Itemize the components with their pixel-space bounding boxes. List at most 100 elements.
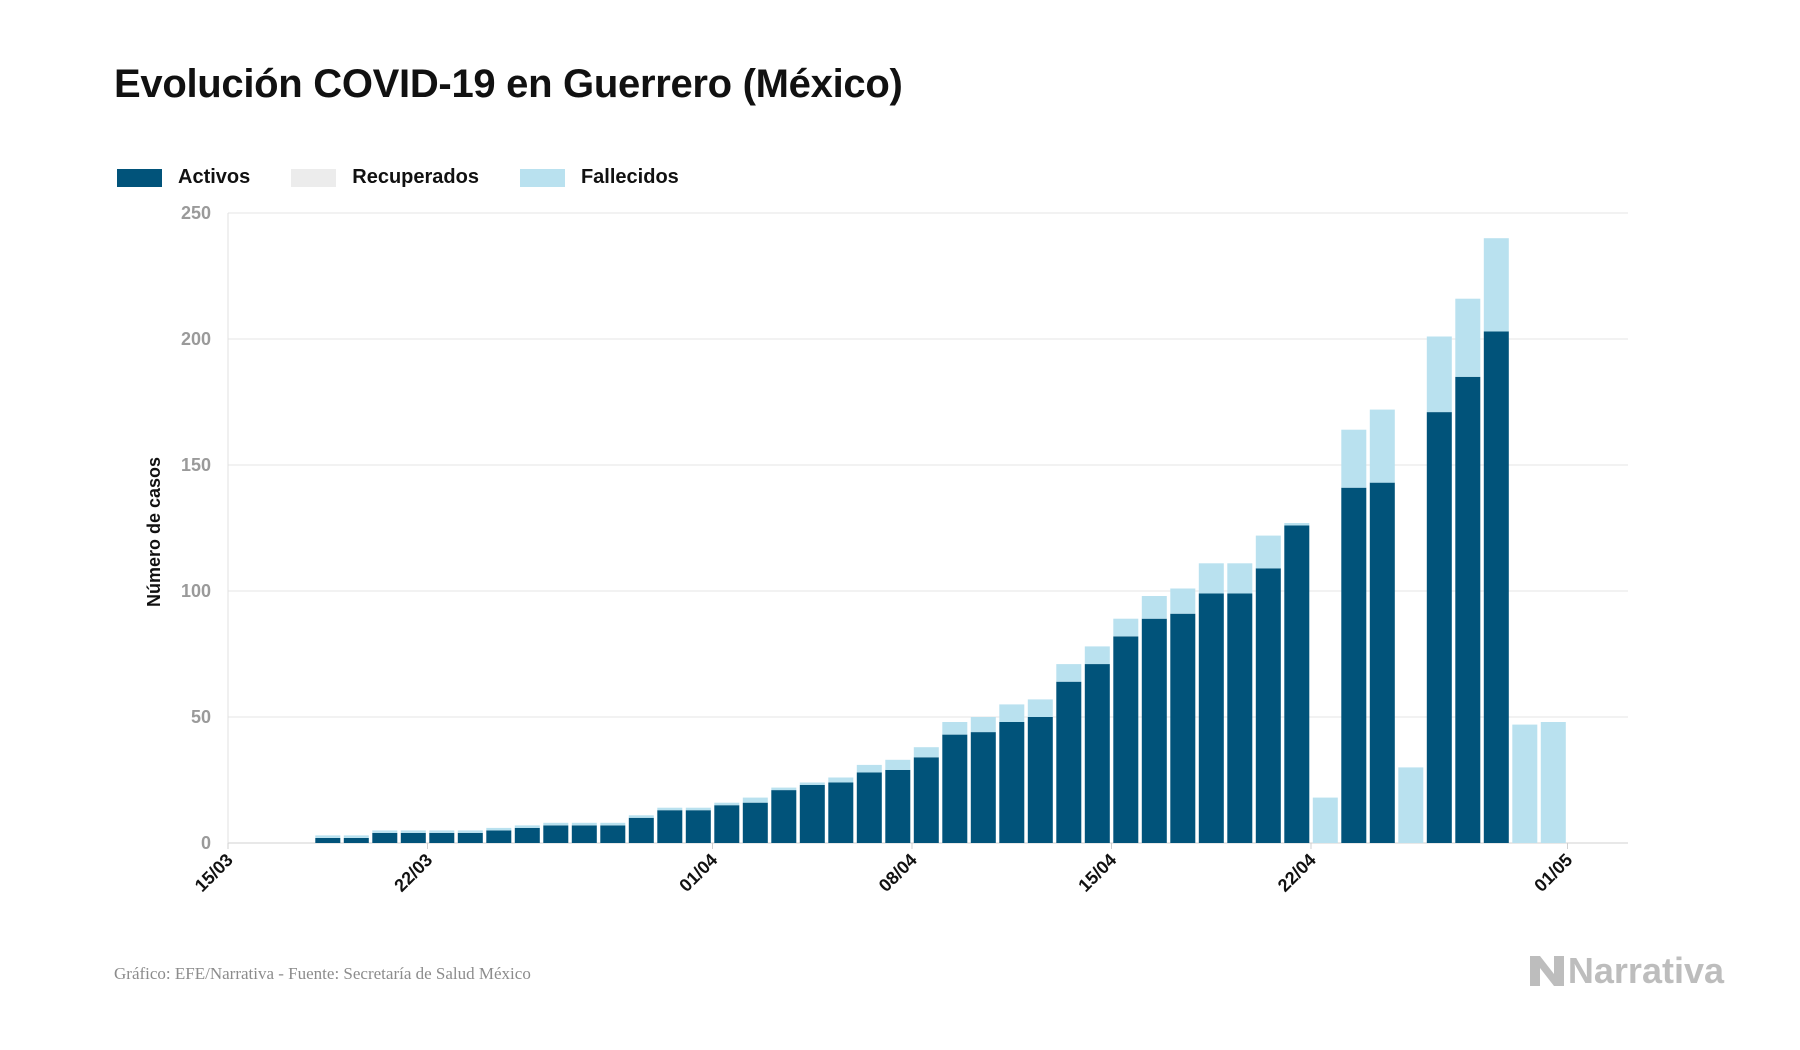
x-tick-label: 15/03	[191, 850, 237, 896]
bar-fallecidos	[1398, 767, 1424, 843]
bar-fallecidos	[1284, 523, 1310, 526]
bar-activos	[1056, 681, 1082, 843]
bar-activos	[828, 782, 854, 843]
bar-fallecidos	[885, 759, 911, 770]
bar-activos	[1170, 613, 1196, 843]
bar-activos	[1084, 664, 1110, 843]
bar-fallecidos	[1512, 724, 1538, 843]
bar-activos	[942, 734, 968, 843]
y-tick-label: 150	[181, 455, 211, 475]
bar-fallecidos	[1198, 563, 1224, 594]
legend-item-activos: Activos	[117, 166, 250, 189]
bar-fallecidos	[856, 764, 882, 773]
x-tick-label: 22/04	[1274, 850, 1320, 896]
x-tick-label: 01/05	[1530, 850, 1576, 896]
bar-fallecidos	[828, 777, 854, 783]
bar-activos	[799, 785, 825, 843]
x-tick-label: 15/04	[1074, 850, 1120, 896]
bar-fallecidos	[771, 787, 797, 791]
bar-fallecidos	[714, 802, 740, 806]
bar-fallecidos	[1341, 429, 1367, 488]
bar-fallecidos	[514, 825, 540, 828]
x-tick-label: 01/04	[675, 850, 721, 896]
bar-activos	[885, 769, 911, 843]
bar-activos	[457, 832, 483, 843]
bar-activos	[1227, 593, 1253, 843]
bar-activos	[970, 732, 996, 843]
bar-activos	[372, 832, 398, 843]
bar-activos	[315, 838, 341, 843]
bar-fallecidos	[657, 807, 683, 811]
y-tick-label: 100	[181, 581, 211, 601]
legend-swatch-activos	[117, 168, 162, 187]
x-tick-label: 08/04	[875, 850, 921, 896]
legend-label-activos: Activos	[178, 166, 251, 188]
y-tick-label: 50	[191, 707, 211, 727]
chart-title: Evolución COVID-19 en Guerrero (México)	[114, 62, 903, 106]
bar-layer	[315, 238, 1566, 843]
legend-label-recuperados: Recuperados	[352, 166, 479, 188]
bar-activos	[600, 825, 626, 843]
bar-activos	[429, 832, 455, 843]
brand-name: Narrativa	[1567, 950, 1724, 991]
bar-fallecidos	[400, 830, 426, 833]
bar-fallecidos	[1426, 336, 1452, 413]
y-axis-label: Número de casos	[144, 457, 164, 607]
bar-activos	[714, 805, 740, 843]
bar-fallecidos	[600, 822, 626, 826]
bar-fallecidos	[486, 827, 512, 831]
x-tick-label: 22/03	[390, 850, 436, 896]
bar-fallecidos	[1540, 722, 1566, 843]
bar-activos	[628, 817, 654, 843]
bar-activos	[1198, 593, 1224, 843]
bar-activos	[486, 830, 512, 843]
bar-fallecidos	[999, 704, 1025, 722]
y-tick-label: 200	[181, 329, 211, 349]
bar-fallecidos	[1113, 618, 1139, 637]
bar-activos	[514, 827, 540, 843]
legend-item-recuperados: Recuperados	[291, 166, 479, 189]
legend-swatch-recuperados	[291, 168, 337, 187]
bar-activos	[856, 772, 882, 843]
bar-activos	[1426, 412, 1452, 843]
bar-activos	[343, 838, 369, 843]
bar-activos	[1027, 717, 1053, 843]
bar-fallecidos	[1483, 238, 1509, 332]
bar-fallecidos	[942, 722, 968, 735]
bar-activos	[1369, 482, 1395, 843]
bar-activos	[657, 810, 683, 843]
bar-fallecidos	[457, 830, 483, 833]
bar-activos	[1284, 525, 1310, 843]
bar-fallecidos	[1369, 409, 1395, 483]
legend: Activos Recuperados Fallecidos	[117, 166, 720, 189]
bar-activos	[400, 832, 426, 843]
bar-fallecidos	[372, 830, 398, 833]
bar-activos	[1483, 331, 1509, 843]
bar-fallecidos	[315, 835, 341, 838]
bar-activos	[543, 825, 569, 843]
bar-activos	[571, 825, 597, 843]
bar-activos	[1113, 636, 1139, 843]
bar-activos	[685, 810, 711, 843]
bar-fallecidos	[628, 815, 654, 818]
bar-fallecidos	[1170, 588, 1196, 614]
bar-fallecidos	[1227, 563, 1253, 594]
bar-fallecidos	[1141, 596, 1167, 619]
legend-item-fallecidos: Fallecidos	[519, 166, 679, 189]
y-tick-label: 0	[201, 833, 211, 853]
source-footer: Gráfico: EFE/Narrativa - Fuente: Secreta…	[114, 964, 531, 983]
bar-fallecidos	[543, 822, 569, 826]
bar-fallecidos	[742, 797, 768, 803]
bar-fallecidos	[685, 807, 711, 811]
bar-fallecidos	[970, 717, 996, 733]
bar-activos	[771, 790, 797, 843]
legend-label-fallecidos: Fallecidos	[580, 166, 679, 188]
bar-activos	[1341, 487, 1367, 843]
narrativa-logo-icon	[1529, 956, 1564, 986]
legend-swatch-fallecidos	[519, 168, 565, 187]
bar-activos	[913, 757, 939, 843]
bar-fallecidos	[1255, 535, 1281, 569]
bar-fallecidos	[913, 747, 939, 758]
bar-fallecidos	[1312, 797, 1338, 843]
bar-fallecidos	[571, 822, 597, 826]
